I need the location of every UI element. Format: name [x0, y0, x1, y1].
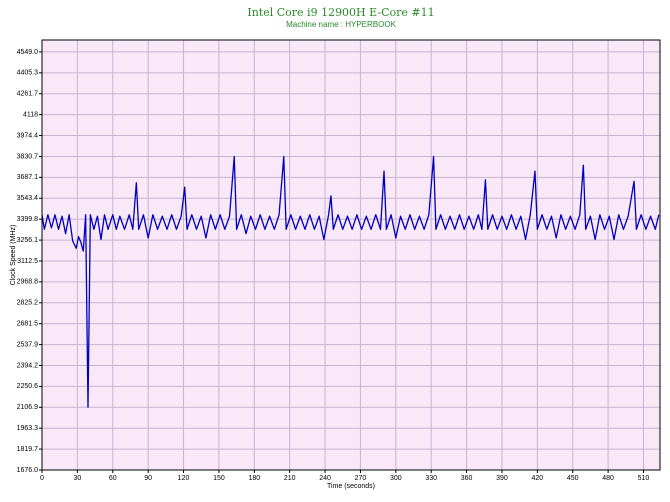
x-tick-label: 30: [73, 475, 81, 482]
y-tick-label: 4405.3: [17, 70, 39, 77]
plot-area: [42, 40, 660, 470]
x-tick-label: 390: [496, 475, 508, 482]
x-tick-label: 420: [531, 475, 543, 482]
x-tick-label: 480: [602, 475, 614, 482]
y-tick-label: 4549.0: [17, 49, 39, 56]
x-tick-label: 120: [178, 475, 190, 482]
y-tick-label: 3112.5: [17, 258, 38, 265]
y-tick-label: 3543.4: [17, 195, 39, 202]
y-tick-label: 3830.7: [17, 153, 39, 160]
y-tick-label: 2825.2: [17, 300, 39, 307]
x-tick-label: 300: [390, 475, 402, 482]
chart-title: Intel Core i9 12900H E-Core #11: [247, 6, 434, 19]
y-tick-label: 4261.7: [17, 91, 39, 98]
chart-subtitle: Machine name : HYPERBOOK: [286, 20, 396, 29]
x-tick-label: 90: [144, 475, 152, 482]
x-tick-label: 150: [213, 475, 225, 482]
x-tick-label: 330: [425, 475, 437, 482]
y-tick-label: 1676.0: [17, 467, 39, 474]
plot-border: [41, 39, 661, 471]
y-tick-label: 3974.4: [17, 132, 39, 139]
y-tick-label: 3256.1: [17, 237, 39, 244]
y-tick-label: 2681.5: [17, 321, 39, 328]
y-tick-label: 2394.2: [17, 362, 39, 369]
y-tick-label: 2968.8: [17, 279, 39, 286]
y-tick-label: 3687.1: [17, 174, 39, 181]
y-tick-label: 1963.3: [17, 425, 39, 432]
y-tick-label: 3399.8: [17, 216, 39, 223]
y-tick-label: 4118: [23, 111, 38, 118]
x-axis-label: Time (seconds): [327, 483, 375, 490]
x-tick-label: 210: [284, 475, 296, 482]
y-tick-label: 2537.9: [17, 341, 39, 348]
x-tick-label: 60: [109, 475, 117, 482]
x-tick-label: 180: [248, 475, 260, 482]
x-tick-label: 240: [319, 475, 331, 482]
y-tick-label: 1819.7: [17, 446, 39, 453]
y-axis-label: Clock Speed (MHz): [10, 225, 17, 286]
x-tick-label: 510: [638, 475, 650, 482]
y-tick-label: 2106.9: [17, 404, 39, 411]
x-tick-label: 270: [355, 475, 367, 482]
x-tick-label: 450: [567, 475, 579, 482]
x-tick-label: 360: [461, 475, 473, 482]
y-tick-label: 2250.6: [17, 383, 39, 390]
data-line: [41, 155, 660, 408]
x-tick-label: 0: [40, 475, 44, 482]
